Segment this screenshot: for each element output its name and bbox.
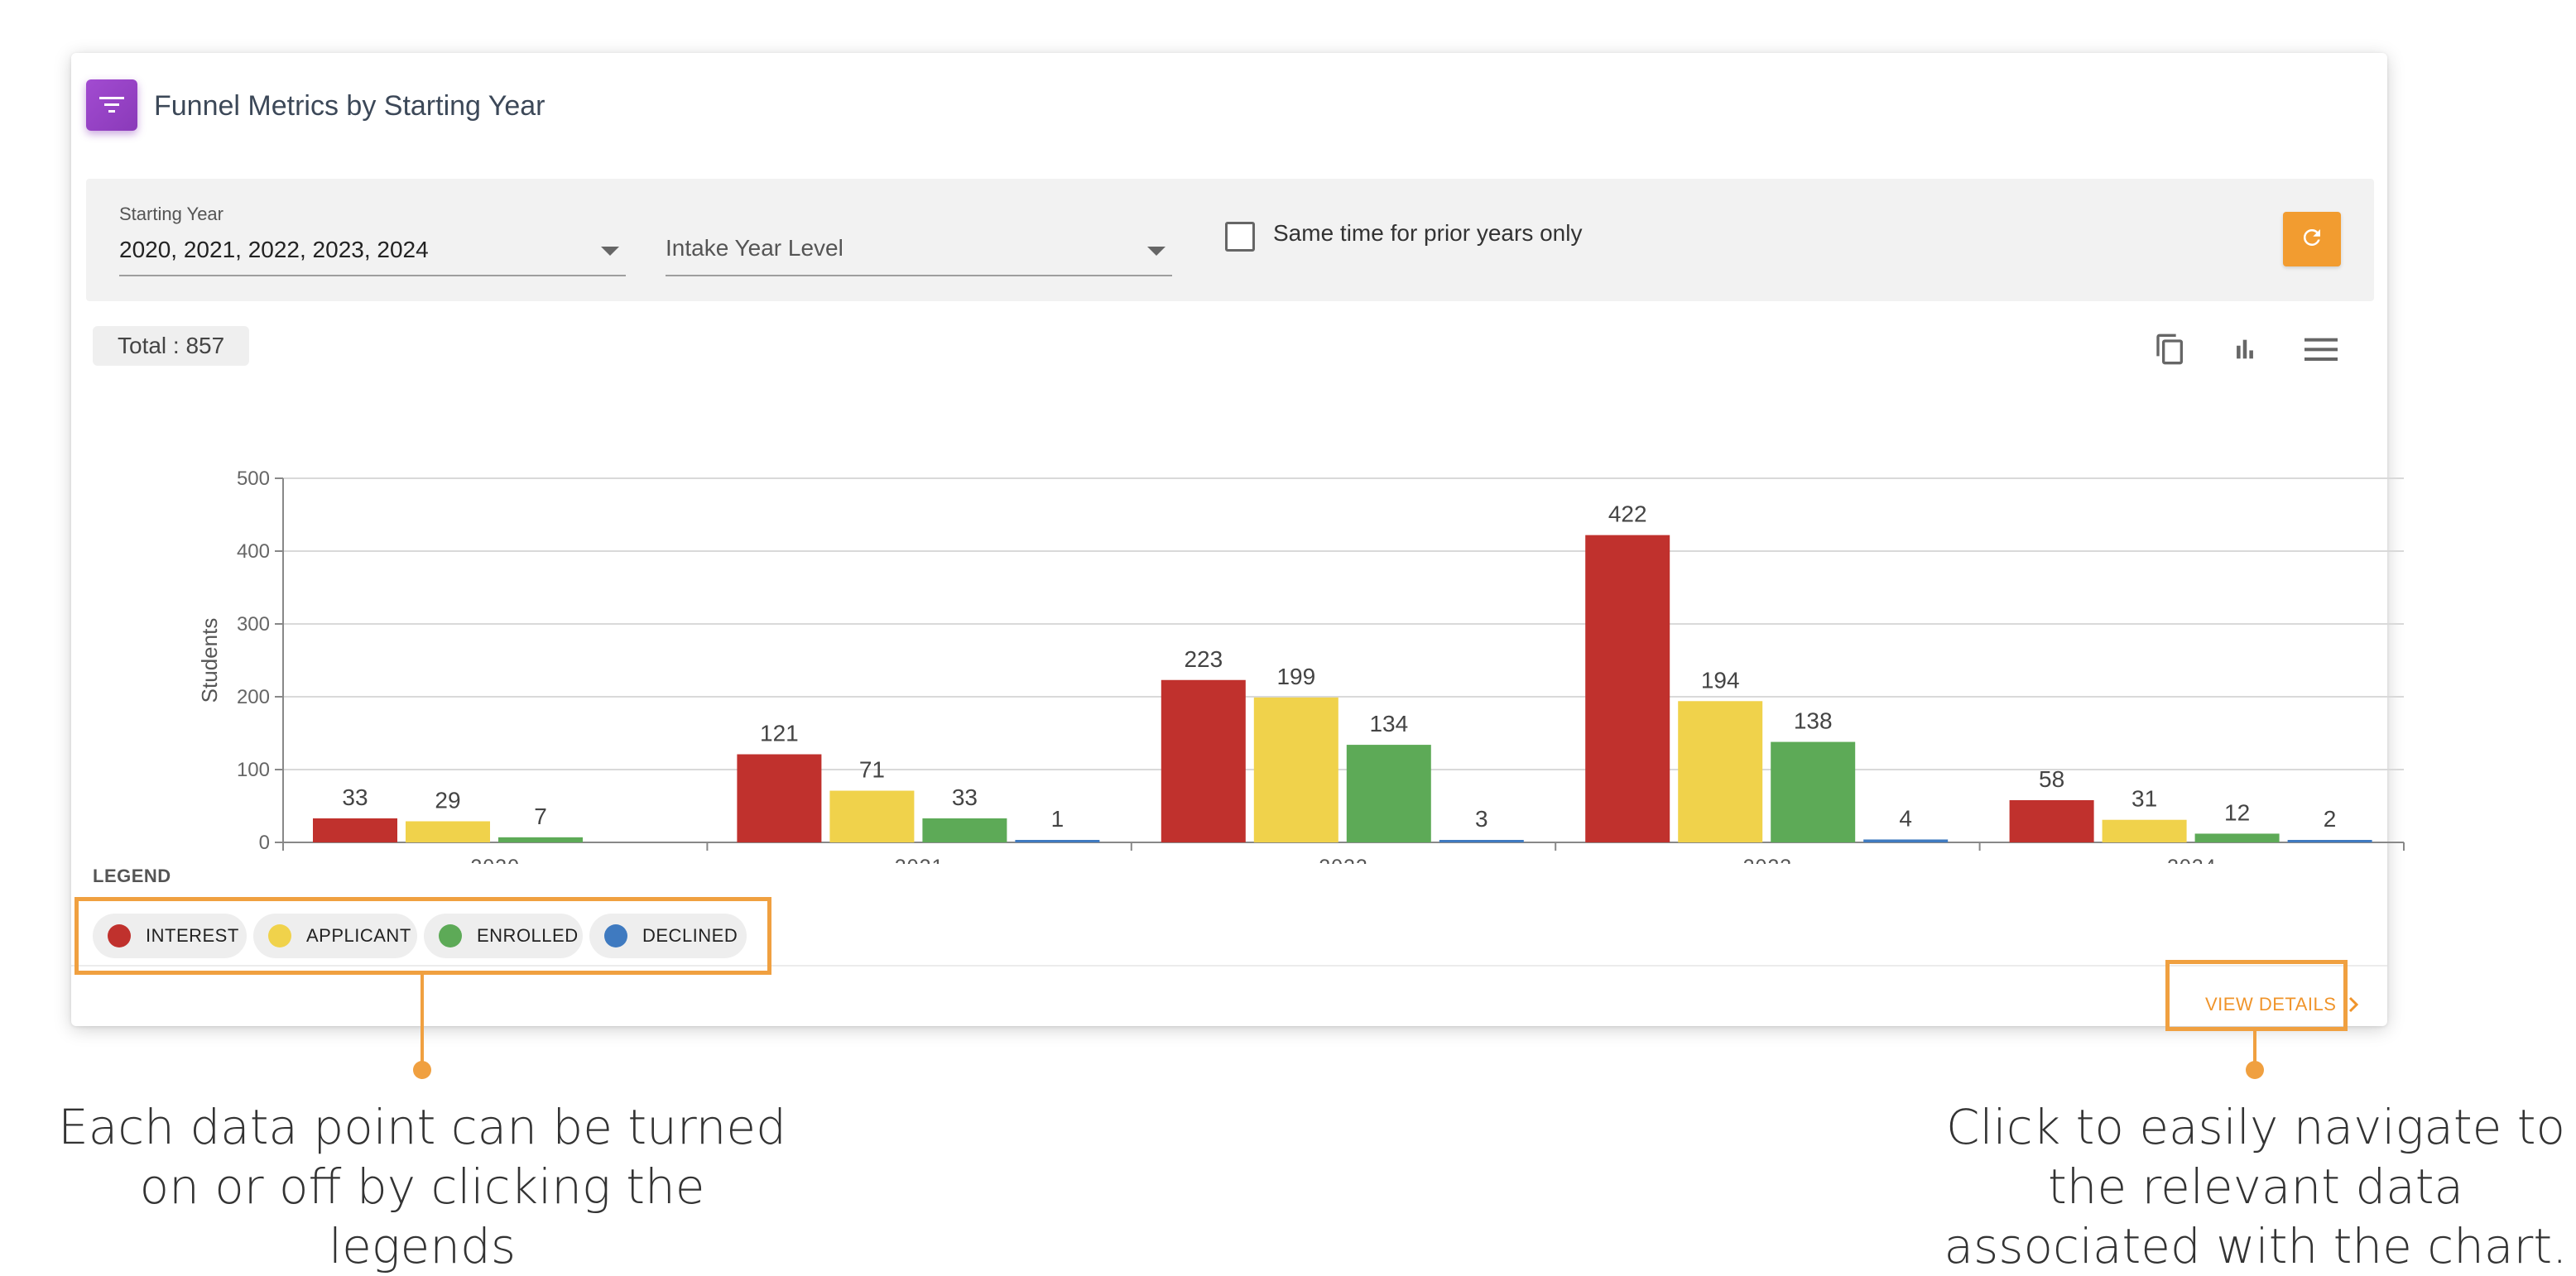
data-label: 29 <box>435 787 460 813</box>
data-label: 7 <box>534 803 547 829</box>
data-label: 422 <box>1608 501 1647 527</box>
copy-icon[interactable] <box>2151 329 2190 369</box>
legend-dot-declined <box>604 924 627 947</box>
bar-declined <box>2287 840 2372 842</box>
legend-callout-line <box>421 975 424 1067</box>
bar-declined <box>1863 839 1949 842</box>
legend-item-applicant[interactable]: APPLICANT <box>253 914 417 958</box>
starting-year-value: 2020, 2021, 2022, 2023, 2024 <box>119 237 429 262</box>
y-axis-label: Students <box>197 618 222 703</box>
data-label: 223 <box>1184 646 1223 672</box>
bar-declined <box>1015 840 1100 842</box>
filter-list-icon <box>86 79 137 131</box>
legend-item-declined[interactable]: DECLINED <box>589 914 747 958</box>
filter-bar: Starting Year 2020, 2021, 2022, 2023, 20… <box>86 179 2374 301</box>
y-tick-label: 300 <box>237 613 270 636</box>
bar-interest <box>737 754 822 842</box>
intake-year-level-placeholder: Intake Year Level <box>666 235 843 261</box>
legend-item-interest[interactable]: INTEREST <box>93 914 247 958</box>
legend-callout-dot <box>413 1061 431 1079</box>
intake-year-level-select[interactable]: Intake Year Level <box>666 204 1172 276</box>
bar-interest <box>313 818 397 842</box>
data-label: 199 <box>1276 664 1315 689</box>
y-tick-label: 0 <box>259 832 270 854</box>
legend-label-enrolled: ENROLLED <box>477 925 579 946</box>
starting-year-label: Starting Year <box>119 204 223 224</box>
same-time-checkbox[interactable] <box>1225 222 1255 252</box>
data-label: 194 <box>1701 667 1740 693</box>
details-annotation: Click to easily navigate to the relevant… <box>1944 1099 2568 1274</box>
data-label: 33 <box>952 784 978 810</box>
view-details-button[interactable]: VIEW DETAILS <box>2192 981 2372 1028</box>
footer-divider <box>71 965 2387 967</box>
bar-enrolled <box>922 818 1007 842</box>
bar-interest <box>2009 799 2094 842</box>
data-label: 134 <box>1369 711 1408 736</box>
legend-dot-applicant <box>268 924 291 947</box>
legend-annotation: Each data point can be turned on or off … <box>58 1099 786 1274</box>
bar-enrolled <box>1771 741 1856 842</box>
x-tick-label: 2021 <box>895 856 944 864</box>
data-label: 58 <box>2039 766 2064 792</box>
starting-year-select[interactable]: Starting Year 2020, 2021, 2022, 2023, 20… <box>119 204 626 276</box>
y-tick-label: 500 <box>237 468 270 490</box>
legend-highlight-box <box>74 897 771 975</box>
bar-applicant <box>406 821 490 842</box>
chevron-right-icon <box>2348 996 2359 1013</box>
data-label: 71 <box>859 757 885 783</box>
refresh-icon <box>2300 225 2324 254</box>
y-tick-label: 100 <box>237 759 270 781</box>
chevron-down-icon <box>1147 247 1165 256</box>
bar-applicant <box>2102 819 2187 842</box>
x-tick-label: 2022 <box>1319 856 1368 864</box>
data-label: 121 <box>760 721 799 746</box>
legend-dot-enrolled <box>439 924 462 947</box>
details-callout-line <box>2253 1031 2256 1067</box>
x-tick-label: 2023 <box>1743 856 1793 864</box>
y-tick-label: 200 <box>237 686 270 708</box>
data-label: 138 <box>1794 708 1833 734</box>
bar-interest <box>1161 679 1246 842</box>
funnel-bar-chart: 0100200300400500Students2020332972021121… <box>197 468 2405 864</box>
bar-applicant <box>1678 701 1763 842</box>
same-time-checkbox-label[interactable]: Same time for prior years only <box>1273 220 1583 246</box>
data-label: 2 <box>2324 806 2337 832</box>
details-callout-dot <box>2246 1061 2264 1079</box>
bar-enrolled <box>498 837 583 842</box>
data-label: 3 <box>1475 806 1488 832</box>
bar-applicant <box>829 790 915 842</box>
bar-chart-icon[interactable] <box>2225 329 2265 369</box>
funnel-metrics-card: Funnel Metrics by Starting Year Starting… <box>71 53 2405 1028</box>
x-tick-label: 2024 <box>2167 856 2217 864</box>
y-tick-label: 400 <box>237 540 270 563</box>
x-tick-label: 2020 <box>470 856 520 864</box>
bar-enrolled <box>2194 833 2280 842</box>
total-badge: Total : 857 <box>93 326 250 366</box>
bar-enrolled <box>1346 745 1431 842</box>
refresh-button[interactable] <box>2283 212 2341 266</box>
data-label: 31 <box>2131 786 2157 812</box>
legend-dot-interest <box>108 924 131 947</box>
legend-label-interest: INTEREST <box>146 925 239 946</box>
data-label: 12 <box>2224 799 2250 825</box>
legend-item-enrolled[interactable]: ENROLLED <box>424 914 583 958</box>
card-title: Funnel Metrics by Starting Year <box>154 90 545 122</box>
data-label: 33 <box>342 784 368 810</box>
legend-title: LEGEND <box>93 866 171 886</box>
bar-applicant <box>1253 697 1338 842</box>
bar-interest <box>1585 535 1670 842</box>
menu-icon[interactable] <box>2301 329 2341 369</box>
chevron-down-icon <box>601 247 619 256</box>
legend-label-declined: DECLINED <box>642 925 738 946</box>
bar-declined <box>1439 840 1524 842</box>
data-label: 1 <box>1051 806 1065 832</box>
view-details-highlight-box <box>2165 960 2348 1031</box>
data-label: 4 <box>1899 805 1912 831</box>
legend-label-applicant: APPLICANT <box>306 925 411 946</box>
view-details-label: VIEW DETAILS <box>2205 994 2337 1015</box>
